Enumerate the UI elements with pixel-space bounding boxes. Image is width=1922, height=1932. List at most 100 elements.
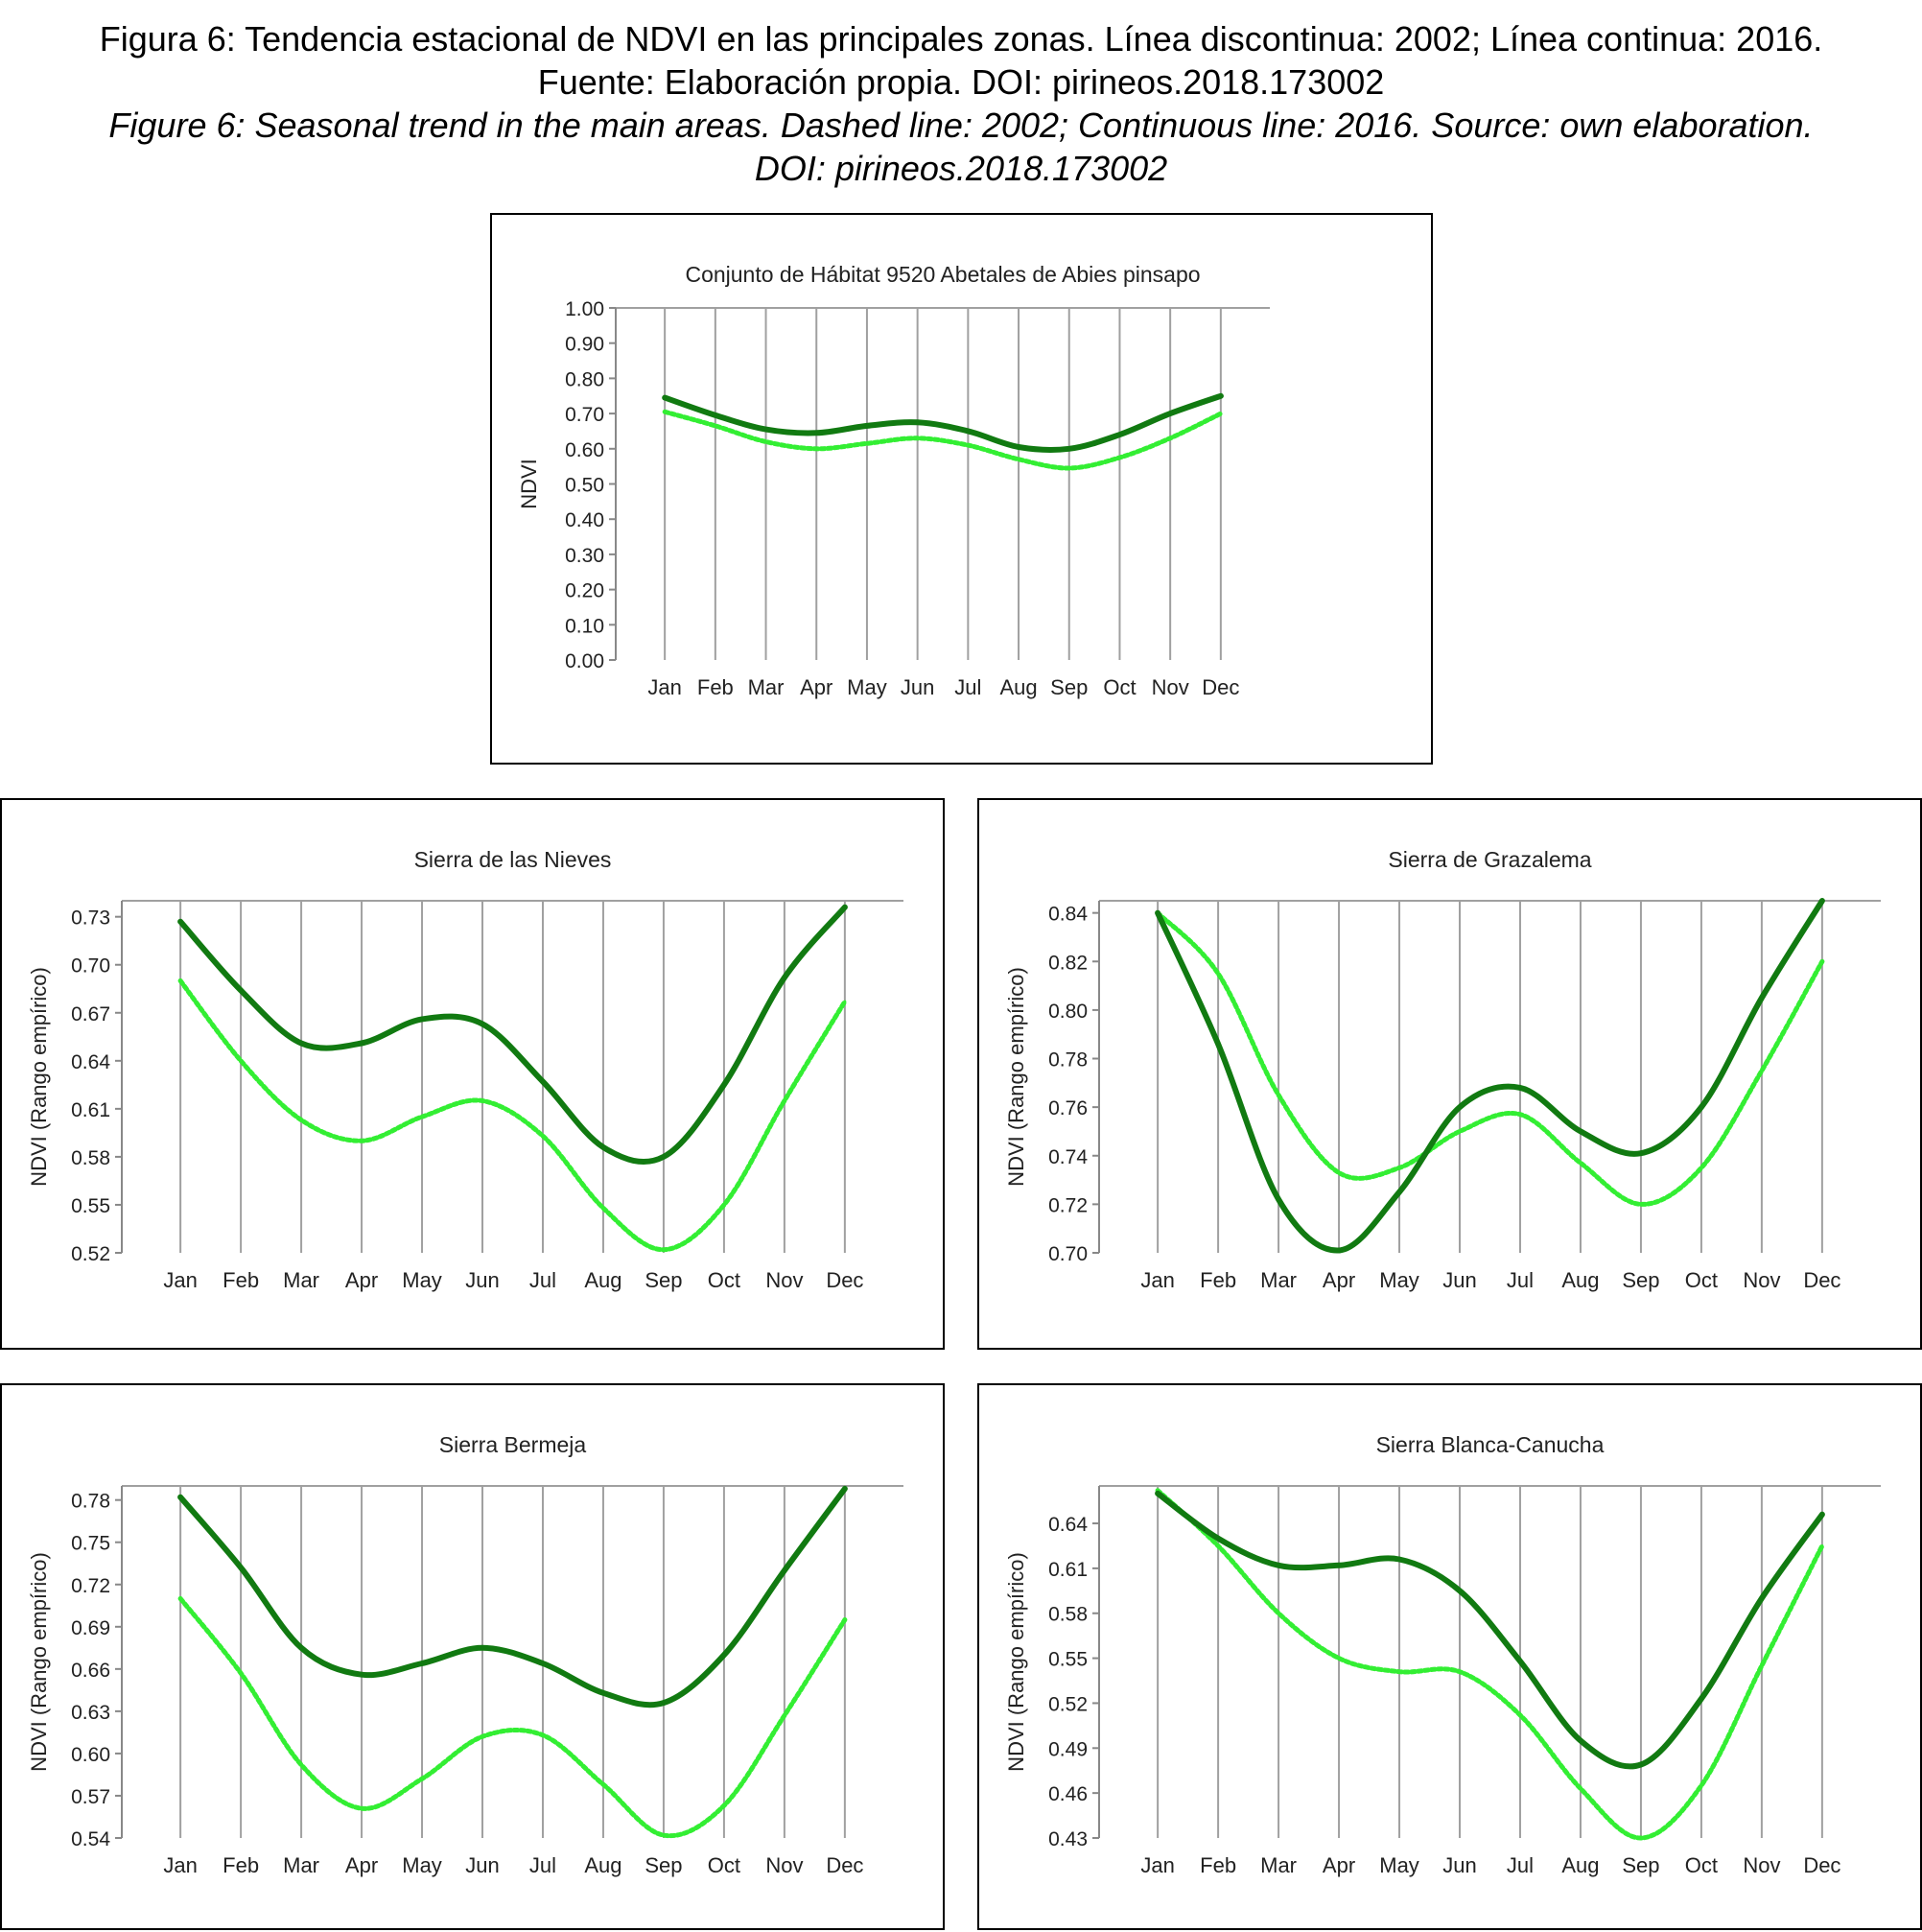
point-2016-jan [178, 1496, 182, 1499]
point-2002-may [420, 1777, 424, 1780]
point-2016-feb [239, 988, 243, 992]
y-tick-label: 0.50 [565, 475, 604, 497]
series-line-2002 [662, 409, 1224, 471]
point-2016-apr [814, 431, 818, 435]
point-2016-aug [601, 1145, 605, 1149]
point-2002-oct [722, 1203, 726, 1207]
x-tick-label: Apr [800, 675, 832, 699]
point-2002-mar [299, 1763, 303, 1767]
x-tick-label: Jun [1442, 1268, 1476, 1292]
x-tick-label: Jan [647, 675, 681, 699]
x-tick-label: Apr [345, 1853, 378, 1877]
chart-title: Conjunto de Hábitat 9520 Abetales de Abi… [685, 262, 1200, 287]
point-2016-feb [1216, 1042, 1220, 1046]
x-tick-label: Jul [529, 1268, 556, 1292]
chart-title: Sierra Blanca-Canucha [1376, 1432, 1605, 1457]
point-2016-jul [541, 1080, 545, 1084]
x-tick-label: Jun [901, 675, 934, 699]
point-2002-jul [541, 1733, 545, 1737]
x-tick-label: Sep [1622, 1268, 1659, 1292]
x-tick-label: Nov [1152, 675, 1189, 699]
y-tick-label: 0.70 [565, 404, 604, 426]
x-tick-label: Aug [584, 1853, 621, 1877]
x-tick-label: Jul [1507, 1853, 1534, 1877]
x-tick-label: Feb [223, 1853, 259, 1877]
y-axis-label: NDVI [517, 459, 541, 509]
x-tick-label: Dec [1803, 1853, 1840, 1877]
y-tick-label: 0.60 [565, 439, 604, 461]
x-tick-label: Dec [1202, 675, 1239, 699]
x-tick-label: Sep [645, 1853, 682, 1877]
x-tick-label: Nov [1743, 1853, 1780, 1877]
point-2002-dec [1820, 1543, 1824, 1547]
point-2002-feb [239, 1059, 243, 1063]
y-tick-label: 0.84 [1048, 904, 1088, 926]
caption-en-line1: Figure 6: Seasonal trend in the main are… [108, 106, 1814, 145]
x-tick-label: Sep [645, 1268, 682, 1292]
point-2016-feb [1216, 1537, 1220, 1541]
point-2016-sep [662, 1155, 666, 1159]
x-tick-label: Jan [163, 1853, 197, 1877]
x-tick-label: Aug [1561, 1268, 1599, 1292]
x-tick-label: Mar [283, 1853, 319, 1877]
x-tick-label: Oct [708, 1268, 740, 1292]
y-tick-label: 0.70 [71, 955, 110, 978]
x-tick-label: Jul [954, 675, 981, 699]
y-tick-label: 0.66 [71, 1660, 110, 1682]
point-2016-apr [360, 1041, 363, 1045]
series-line-2016 [1155, 898, 1825, 1254]
point-2002-aug [1017, 458, 1020, 461]
point-2002-feb [714, 424, 717, 428]
point-2002-jan [178, 1596, 182, 1600]
caption-english: Figure 6: Seasonal trend in the main are… [0, 104, 1922, 190]
y-tick-label: 0.52 [71, 1243, 110, 1265]
point-2002-sep [1639, 1836, 1643, 1840]
x-tick-label: Feb [1200, 1853, 1236, 1877]
point-2016-mar [764, 428, 768, 432]
point-2016-dec [1219, 394, 1223, 398]
point-2016-oct [722, 1653, 726, 1657]
x-tick-label: Apr [1323, 1268, 1355, 1292]
y-tick-label: 0.72 [71, 1575, 110, 1597]
point-2016-apr [360, 1673, 363, 1677]
series-line-2016 [1155, 1490, 1825, 1770]
x-tick-label: Mar [1260, 1268, 1297, 1292]
point-2016-feb [714, 413, 717, 417]
chart-svg-1: Sierra de las Nieves 0.52 0.55 0.58 0.61 0.64… [27, 847, 903, 1292]
point-2016-mar [299, 1041, 303, 1045]
point-2002-nov [1760, 1069, 1764, 1072]
point-2002-jun [1458, 1670, 1462, 1674]
point-2016-nov [1760, 996, 1764, 1000]
point-2002-oct [722, 1803, 726, 1807]
point-2002-sep [662, 1833, 666, 1837]
point-2016-may [1397, 1190, 1401, 1194]
y-tick-label: 0.54 [71, 1828, 110, 1850]
point-2016-may [865, 424, 869, 428]
x-tick-label: Feb [697, 675, 734, 699]
x-tick-label: Aug [999, 675, 1037, 699]
point-2002-may [420, 1115, 424, 1119]
y-tick-label: 0.64 [71, 1051, 110, 1073]
caption-es-line2: Fuente: Elaboración propia. DOI: pirineo… [537, 62, 1385, 102]
x-tick-label: Oct [1685, 1853, 1718, 1877]
x-tick-label: Sep [1622, 1853, 1659, 1877]
point-2016-jun [916, 420, 920, 424]
point-2002-jun [480, 1099, 484, 1103]
point-2002-jun [1458, 1129, 1462, 1133]
y-axis-label: NDVI (Rango empírico) [1004, 1552, 1028, 1772]
point-2016-oct [1699, 1697, 1703, 1701]
point-2002-jul [1518, 1713, 1522, 1717]
point-2016-jan [178, 920, 182, 924]
x-tick-label: Aug [584, 1268, 621, 1292]
y-tick-label: 0.61 [71, 1099, 110, 1121]
y-tick-label: 0.55 [71, 1195, 110, 1217]
point-2016-aug [1579, 1129, 1582, 1133]
caption-spanish: Figura 6: Tendencia estacional de NDVI e… [0, 17, 1922, 104]
point-2016-jun [1458, 1589, 1462, 1592]
chart-svg-3: Sierra Bermeja 0.54 0.57 0.60 0.63 0.66 0.69 0.… [27, 1432, 903, 1877]
point-2002-feb [1216, 972, 1220, 976]
x-tick-label: Jun [1442, 1853, 1476, 1877]
y-tick-label: 0.63 [71, 1702, 110, 1724]
x-tick-label: Jul [1507, 1268, 1534, 1292]
x-tick-label: Jun [465, 1268, 499, 1292]
